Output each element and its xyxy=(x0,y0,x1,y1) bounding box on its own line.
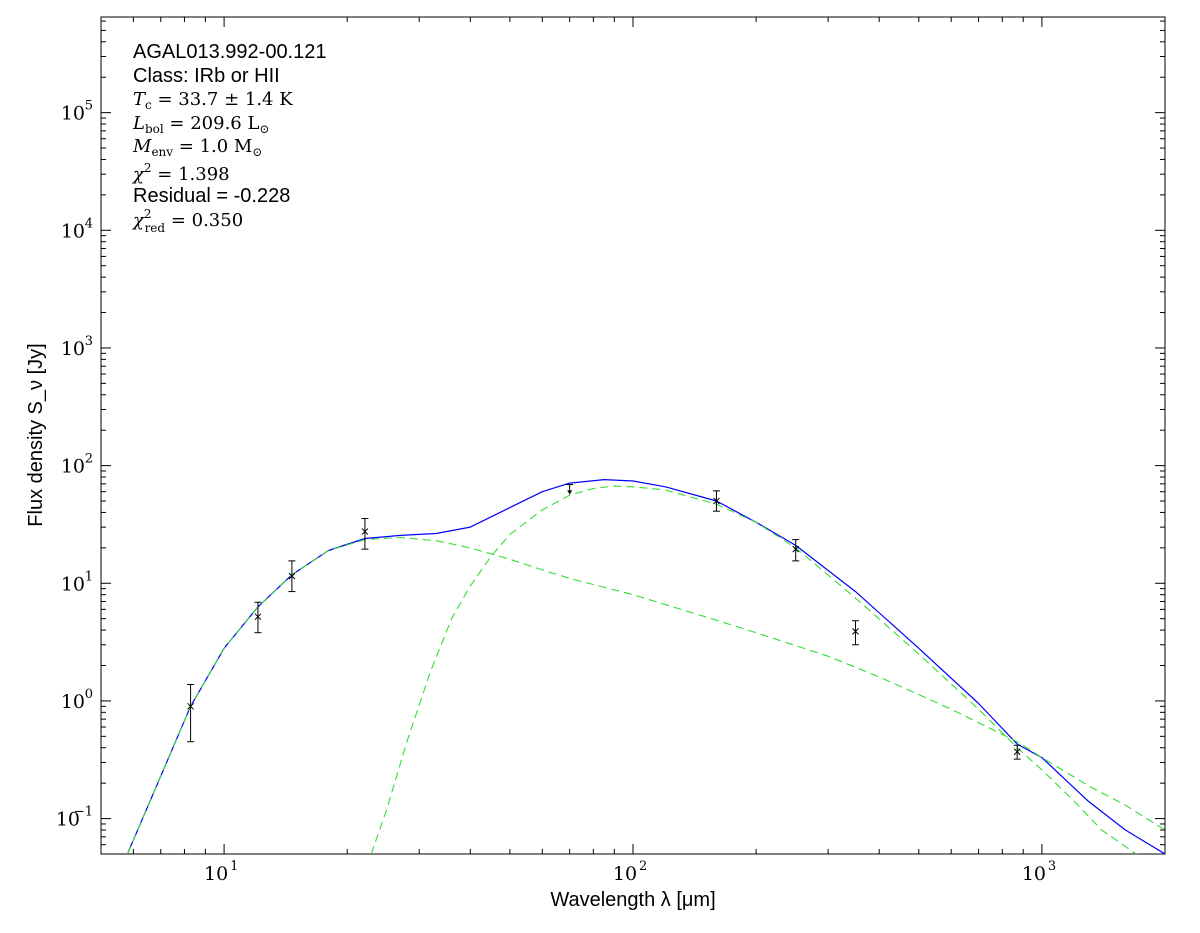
y-tick-label: 10 xyxy=(56,809,80,831)
point-marker xyxy=(1013,748,1021,756)
tc-symbol: T xyxy=(133,89,147,110)
residual-line: Residual = -0.228 xyxy=(133,185,290,207)
axis-ticks xyxy=(100,17,1166,855)
y-tick-label: 10 xyxy=(61,220,85,242)
y-tick-label-exponent: 5 xyxy=(85,99,93,114)
tc-value: = 33.7 ± 1.4 K xyxy=(152,89,293,110)
lbol-value: = 209.6 L xyxy=(164,113,260,134)
chi2red-value: = 0.350 xyxy=(165,210,243,231)
component-curve-1 xyxy=(126,536,1165,854)
data-point xyxy=(361,518,369,550)
data-point xyxy=(851,620,859,646)
tc-line: Tc = 33.7 ± 1.4 K xyxy=(133,89,293,112)
x-tick-label: 10 xyxy=(204,863,228,885)
chi2-symbol: χ xyxy=(131,164,145,185)
lbol-line: Lbol = 209.6 L⊙ xyxy=(132,113,270,136)
x-tick-label-exponent: 2 xyxy=(639,859,647,874)
point-marker xyxy=(254,613,262,621)
data-point xyxy=(187,683,195,743)
x-tick-label: 10 xyxy=(613,863,637,885)
y-tick-label: 10 xyxy=(61,573,85,595)
x-tick-label-exponent: 1 xyxy=(230,859,238,874)
plot-frame xyxy=(100,16,1166,855)
menv-subscript: env xyxy=(151,145,173,159)
chi2-superscript: 2 xyxy=(144,161,152,175)
chi2red-line: χ2 red = 0.350 xyxy=(131,207,243,235)
chi2red-symbol: χ xyxy=(131,210,145,231)
chi2-value: = 1.398 xyxy=(152,164,230,185)
class-line: Class: IRb or HII xyxy=(133,65,280,87)
y-tick-label-exponent: 4 xyxy=(85,216,93,231)
y-tick-label-exponent: 1 xyxy=(85,569,93,584)
data-point xyxy=(792,539,800,562)
y-tick-label-exponent: 2 xyxy=(85,452,93,467)
component-curve-2 xyxy=(370,485,1138,854)
y-tick-label: 10 xyxy=(61,691,85,713)
fit-annotations: AGAL013.992-00.121 Class: IRb or HII Tc … xyxy=(131,41,327,235)
data-point xyxy=(1013,744,1021,760)
menv-line: Menv = 1.0 M⊙ xyxy=(132,136,262,159)
point-marker xyxy=(852,628,859,635)
model-curves xyxy=(126,479,1165,854)
x-tick-label-exponent: 3 xyxy=(1048,859,1056,874)
y-tick-label-exponent: 3 xyxy=(85,334,93,349)
data-point xyxy=(254,601,262,634)
y-tick-label: 10 xyxy=(61,338,85,360)
data-points xyxy=(187,484,1021,760)
y-axis-label: Flux density S_ν [Jy] xyxy=(25,343,47,526)
total-model-curve xyxy=(126,479,1165,854)
data-point xyxy=(712,490,720,512)
menv-unit-subscript: ⊙ xyxy=(252,145,262,159)
data-point xyxy=(288,560,296,593)
chi2red-superscript: 2 xyxy=(144,207,152,221)
point-marker xyxy=(713,497,720,505)
point-marker xyxy=(288,572,296,580)
y-tick-label-exponent: 0 xyxy=(85,687,93,702)
upper-limit-point xyxy=(566,484,574,495)
chi2-line: χ2 = 1.398 xyxy=(131,161,230,185)
x-tick-label: 10 xyxy=(1022,863,1046,885)
tc-subscript: c xyxy=(145,98,152,112)
chi2red-subscript: red xyxy=(145,221,166,235)
menv-value: = 1.0 M xyxy=(173,136,252,157)
y-tick-label: 10 xyxy=(61,456,85,478)
point-marker xyxy=(187,702,194,710)
x-axis-label: Wavelength λ [μm] xyxy=(550,889,715,911)
point-marker xyxy=(361,528,369,535)
y-tick-label-exponent: −1 xyxy=(74,805,93,820)
source-name: AGAL013.992-00.121 xyxy=(133,41,327,63)
lbol-symbol: L xyxy=(132,113,145,134)
lbol-subscript: bol xyxy=(145,122,164,136)
y-tick-label: 10 xyxy=(61,103,85,125)
menv-symbol: M xyxy=(132,136,152,157)
limit-arrow xyxy=(567,490,573,495)
point-marker xyxy=(792,545,800,553)
lbol-unit-subscript: ⊙ xyxy=(259,122,269,136)
